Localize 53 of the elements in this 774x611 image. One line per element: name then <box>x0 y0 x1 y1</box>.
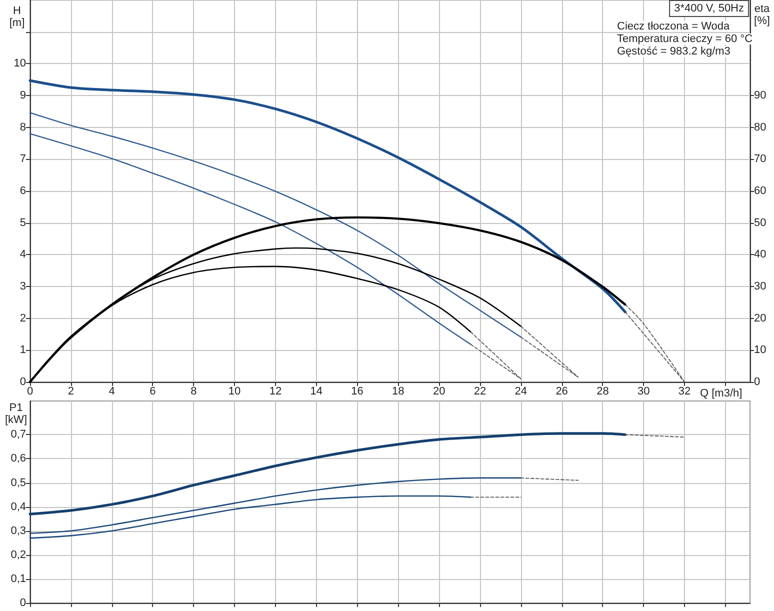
annotation: Ciecz tłoczona = Woda <box>617 20 730 32</box>
y-tick-label: 5 <box>20 216 26 229</box>
x-tick-label: 4 <box>108 386 115 398</box>
y-axis-title: H [m] <box>9 5 25 29</box>
x-tick-label: 18 <box>392 386 404 398</box>
x-tick-label: 32 <box>678 386 691 398</box>
y-tick-label: 4 <box>20 248 26 261</box>
y2-tick-label: 60 <box>754 185 766 197</box>
x-tick-label: 24 <box>514 386 528 398</box>
y-tick-label: 0,4 <box>10 500 26 513</box>
x-tick-label: 30 <box>638 386 650 398</box>
annotation: Temperatura cieczy = 60 °C <box>617 33 753 45</box>
x-axis-title: Q [m3/h] <box>700 388 742 400</box>
y2-tick-label: 10 <box>754 344 766 356</box>
y-tick-label: 0 <box>20 376 26 388</box>
y-tick-label: 0,3 <box>10 524 26 537</box>
y-tick-label: 1 <box>20 344 26 356</box>
x-tick-label: 12 <box>269 386 282 398</box>
x-tick-label: 20 <box>432 386 446 398</box>
y2-tick-label: 50 <box>754 216 766 229</box>
x-tick-label: 28 <box>596 386 609 398</box>
annotation: Gęstość = 983.2 kg/m3 <box>617 46 730 58</box>
y-tick-label: 6 <box>20 185 26 197</box>
y2-tick-label: 80 <box>754 121 766 134</box>
x-tick-label: 6 <box>150 386 156 398</box>
x-tick-label: 22 <box>474 386 486 398</box>
y2-tick-label: 30 <box>754 280 766 292</box>
y-tick-label: 9 <box>20 90 26 102</box>
y-tick-label: 0,7 <box>10 428 26 441</box>
x-tick-label: 14 <box>310 386 322 398</box>
x-tick-label: 26 <box>556 386 568 398</box>
y2-tick-label: 70 <box>754 153 766 166</box>
x-tick-label: 10 <box>228 386 241 398</box>
x-tick-label: 2 <box>68 386 74 398</box>
y-tick-label: 0,1 <box>10 572 26 585</box>
y-tick-label: 2 <box>20 312 26 324</box>
y-tick-label: 0,6 <box>10 452 26 465</box>
y2-axis-title: eta [%] <box>754 3 771 27</box>
y-tick-label: 7 <box>20 153 26 166</box>
y-tick-label: 8 <box>20 121 26 134</box>
y2-tick-label: 90 <box>754 90 766 102</box>
y2-tick-label: 20 <box>754 312 766 324</box>
x-tick-label: 16 <box>351 386 364 398</box>
y-tick-label: 0,2 <box>10 548 26 561</box>
y-axis-title: P1 [kW] <box>5 402 27 426</box>
y-tick-label: 0 <box>20 597 26 609</box>
y-tick-label: 10 <box>14 58 26 70</box>
y-tick-label: 3 <box>20 280 26 292</box>
y-tick-label: 0,5 <box>10 476 26 489</box>
x-tick-label: 8 <box>190 386 197 398</box>
y2-tick-label: 40 <box>754 248 766 261</box>
chart-title: 3*400 V, 50Hz <box>674 2 744 14</box>
y2-tick-label: 0 <box>754 376 760 388</box>
